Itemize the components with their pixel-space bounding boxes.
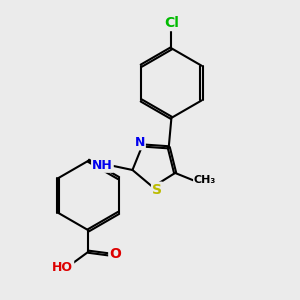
Text: S: S [152, 183, 162, 197]
Text: CH₃: CH₃ [194, 175, 216, 185]
Text: O: O [109, 248, 121, 261]
Text: HO: HO [52, 261, 73, 274]
Text: Cl: Cl [164, 16, 179, 30]
Text: NH: NH [92, 159, 113, 172]
Text: N: N [134, 136, 145, 149]
